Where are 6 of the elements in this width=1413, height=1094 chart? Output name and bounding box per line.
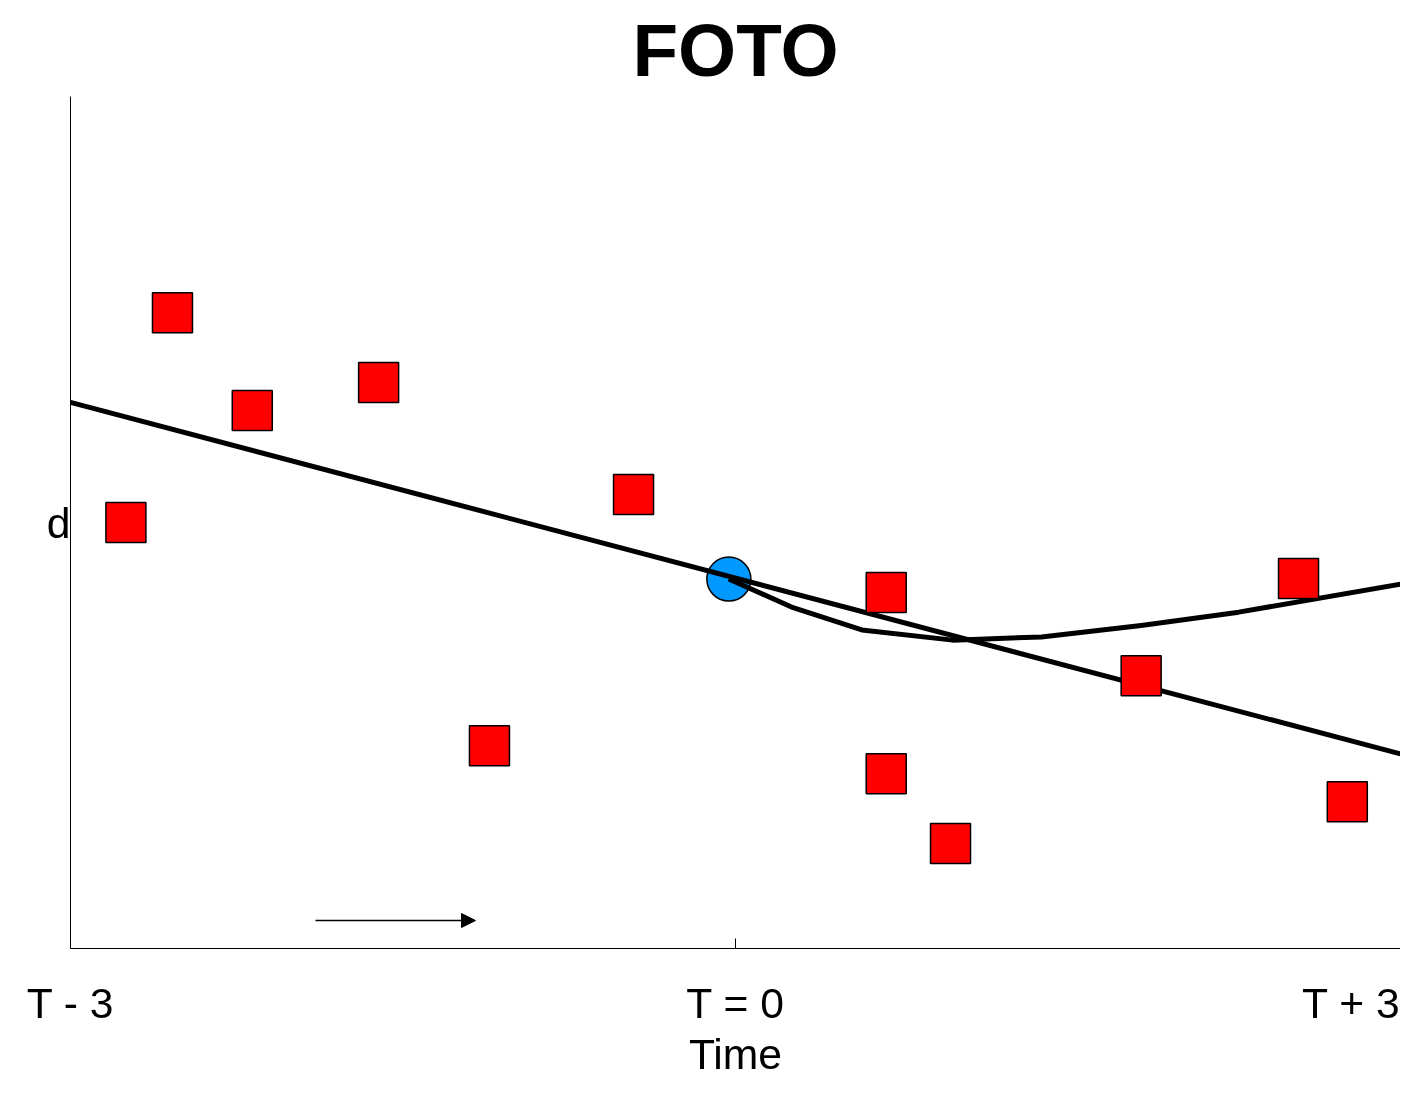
x-tick-label: T - 3 [26,978,114,1027]
chart-title: FOTO [632,7,839,92]
x-axis-title: Time [688,1029,783,1078]
y-axis-title: d [46,498,71,547]
x-tick-label: T = 0 [686,978,784,1027]
x-tick-label: T + 3 [1302,978,1400,1027]
